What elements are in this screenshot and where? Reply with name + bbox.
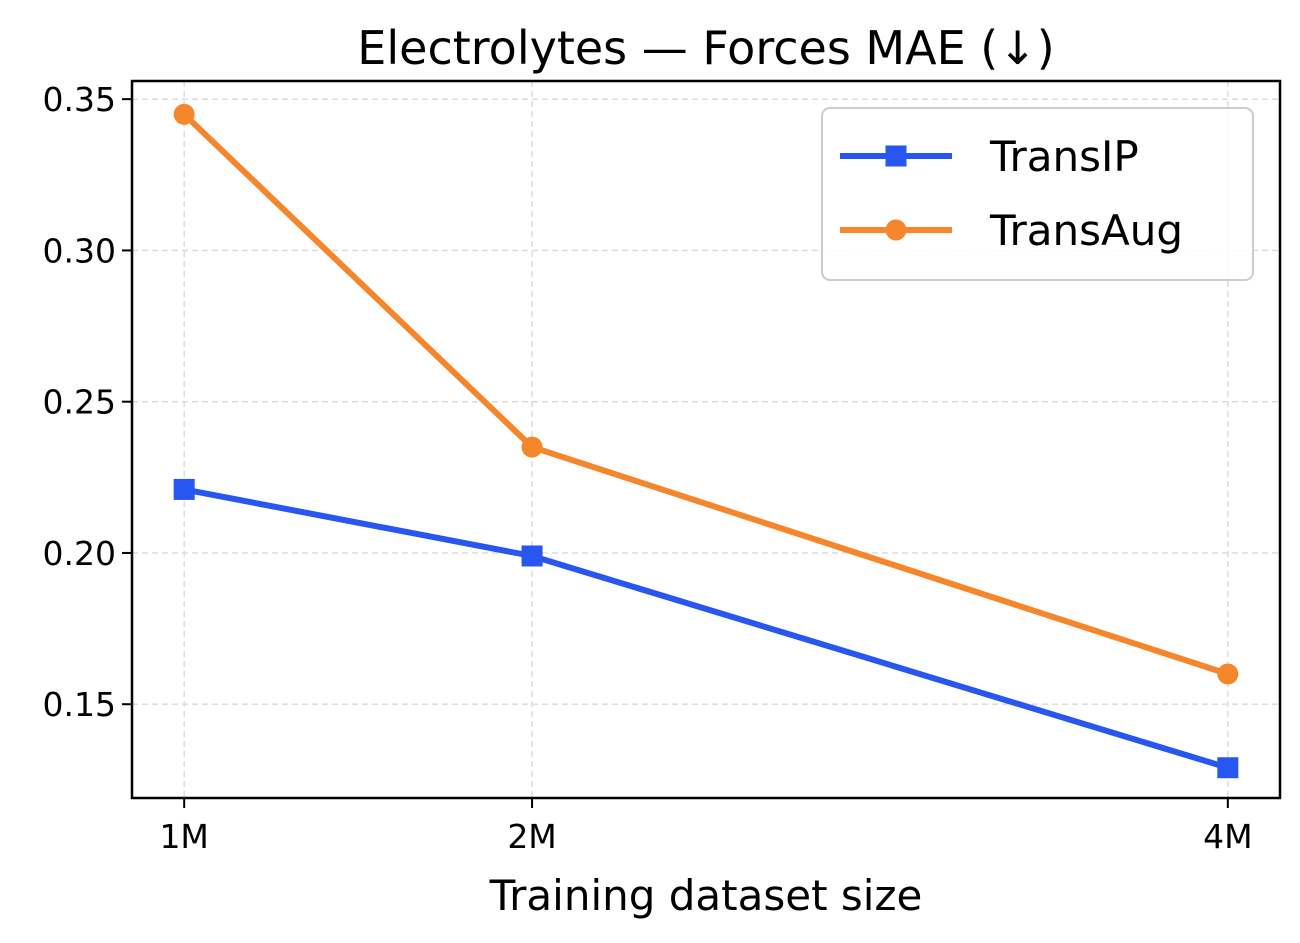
axis-ticks: 0.15 0.20 0.25 0.30 0.35 1M 2M 4M [43, 80, 1253, 856]
x-tick-label: 4M [1203, 817, 1252, 856]
data-point-transaug [1217, 663, 1239, 685]
data-point-transip [173, 478, 195, 500]
data-point-transip [521, 545, 543, 567]
x-tick-label: 2M [507, 817, 556, 856]
y-tick-label: 0.30 [43, 231, 116, 270]
x-tick-label: 1M [159, 817, 208, 856]
chart-title: Electrolytes — Forces MAE (↓) [357, 21, 1054, 75]
data-point-transip [1217, 757, 1239, 779]
legend: TransIP TransAug [821, 107, 1254, 281]
legend-label-transip: TransIP [989, 132, 1139, 181]
legend-box [821, 107, 1254, 281]
series-line-transip [181, 486, 1231, 771]
data-point-transaug [521, 436, 543, 458]
data-point-transaug [173, 103, 195, 125]
legend-marker-transip [885, 145, 907, 167]
y-tick-label: 0.35 [43, 80, 116, 119]
legend-marker-transaug [885, 219, 907, 241]
plot-area-frame [130, 79, 1282, 800]
y-tick-label: 0.25 [43, 383, 116, 422]
legend-label-transaug: TransAug [989, 206, 1183, 255]
y-tick-label: 0.20 [43, 534, 116, 573]
series-group [173, 103, 1239, 779]
series-transip [173, 478, 1239, 779]
x-axis-label: Training dataset size [489, 871, 923, 920]
series-transaug [173, 103, 1239, 685]
y-tick-label: 0.15 [43, 685, 116, 724]
